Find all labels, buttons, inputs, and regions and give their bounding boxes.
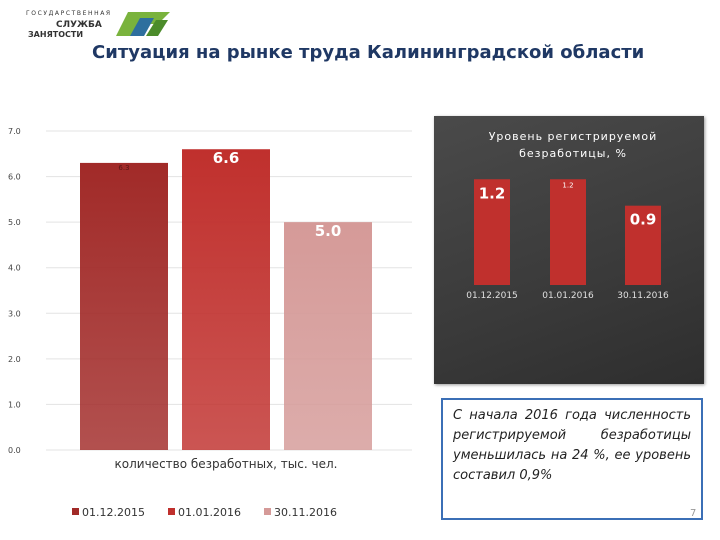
left-chart-data-labels: 6.3 6.6 5.0 [118,149,341,240]
data-label: 6.3 [118,164,129,172]
legend-swatch [72,508,79,515]
bar-01.01.2016 [182,149,270,450]
bar-01.12.2015 [80,162,168,450]
bar-30.11.2016 [284,222,372,450]
left-chart-legend: 01.12.2015 01.01.2016 30.11.2016 [72,506,337,519]
bar-30.11.2016 [625,205,661,285]
data-label: 5.0 [315,222,342,240]
x-tick-label: 01.01.2016 [542,291,594,301]
bar-01.12.2015 [474,179,510,285]
bar-01.01.2016 [550,179,586,285]
logo-line-2: СЛУЖБА [56,20,102,30]
chart-title-line: безработицы, % [519,147,627,160]
y-tick-label: 3.0 [8,309,21,318]
page-title: Ситуация на рынке труда Калининградской … [92,42,645,63]
right-chart-bars [474,179,661,285]
left-chart-x-label: количество безработных, тыс. чел. [115,457,338,471]
logo: ГОСУДАРСТВЕННАЯ СЛУЖБА ЗАНЯТОСТИ [20,8,170,44]
legend-label: 30.11.2016 [274,506,337,519]
legend-item: 01.01.2016 [168,506,241,519]
legend-label: 01.01.2016 [178,506,241,519]
logo-emblem-icon [116,12,170,36]
data-label: 0.9 [630,211,657,229]
right-chart-x-ticks: 01.12.2015 01.01.2016 30.11.2016 [466,291,669,301]
y-tick-label: 7.0 [8,127,21,136]
unemployment-rate-chart: Уровень регистрируемой безработицы, % 1.2… [466,130,669,301]
y-tick-label: 1.0 [8,400,21,409]
y-tick-label: 2.0 [8,355,21,364]
left-chart-bars [80,149,372,450]
left-chart-y-ticks: 0.0 1.0 2.0 3.0 4.0 5.0 6.0 7.0 [8,127,21,455]
legend-item: 30.11.2016 [264,506,337,519]
unemployed-count-chart: 0.0 1.0 2.0 3.0 4.0 5.0 6.0 7.0 6.3 6.6 5.0 колич… [8,127,412,519]
legend-label: 01.12.2015 [82,506,145,519]
y-tick-label: 0.0 [8,446,21,455]
legend-swatch [168,508,175,515]
logo-line-1: ГОСУДАРСТВЕННАЯ [26,10,112,17]
y-tick-label: 5.0 [8,218,21,227]
right-chart-title: Уровень регистрируемой безработицы, % [489,130,658,160]
legend-item: 01.12.2015 [72,506,145,519]
summary-callout: С начала 2016 года численность регистрир… [441,398,703,520]
data-label: 1.2 [479,184,506,202]
x-tick-label: 01.12.2015 [466,291,518,301]
chart-title-line: Уровень регистрируемой [489,130,658,143]
y-tick-label: 6.0 [8,173,21,182]
right-chart-data-labels: 1.2 1.2 0.9 [479,181,657,228]
legend-swatch [264,508,271,515]
x-tick-label: 30.11.2016 [617,291,669,301]
page-number: 7 [690,508,697,519]
data-label: 6.6 [213,149,240,167]
y-tick-label: 4.0 [8,264,21,273]
data-label: 1.2 [562,181,573,189]
logo-line-3: ЗАНЯТОСТИ [28,30,84,39]
